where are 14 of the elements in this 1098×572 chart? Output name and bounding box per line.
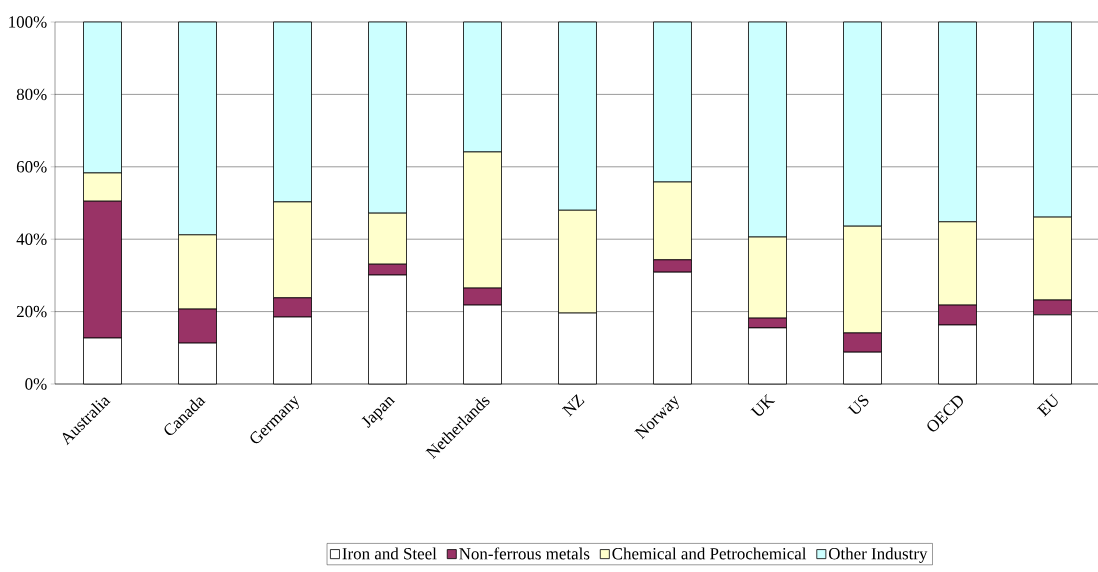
y-tick-label: 80% — [16, 88, 47, 101]
x-tick-label: NZ — [561, 394, 585, 417]
legend-label: Non-ferrous metals — [459, 547, 590, 560]
legend-label: Chemical and Petrochemical — [612, 547, 807, 560]
x-tick-label: EU — [1036, 393, 1058, 417]
x-tick-label: UK — [750, 393, 776, 416]
y-tick-label: 20% — [16, 305, 47, 318]
legend-label: Other Industry — [828, 547, 928, 563]
x-tick-label: US — [847, 394, 869, 414]
y-tick-label: 0% — [25, 378, 47, 390]
y-tick-label: 40% — [16, 233, 47, 245]
legend-label: Iron and Steel — [342, 547, 437, 560]
y-tick-label: 60% — [16, 161, 47, 173]
y-tick-label: 100% — [9, 16, 47, 28]
